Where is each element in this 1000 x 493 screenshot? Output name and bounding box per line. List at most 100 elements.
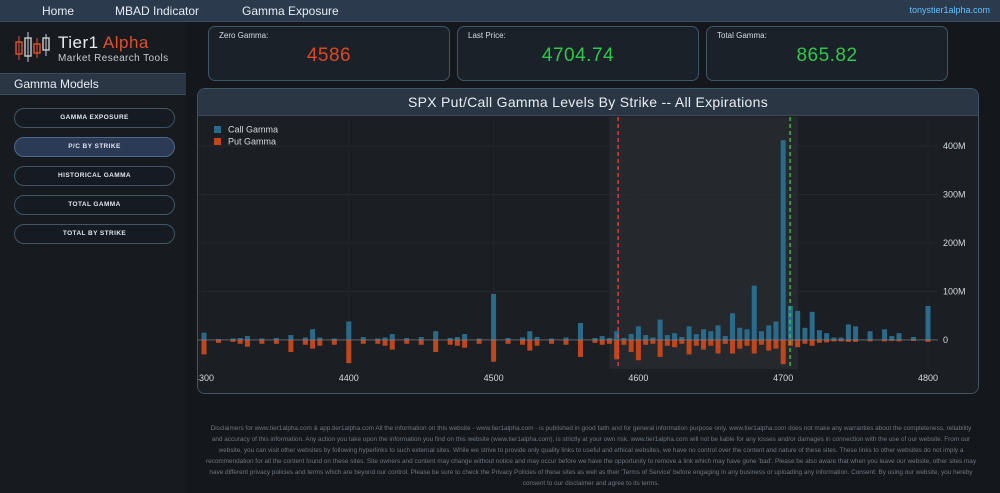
call-gamma-bar[interactable] (360, 337, 366, 340)
put-gamma-bar[interactable] (310, 339, 316, 349)
put-gamma-bar[interactable] (802, 339, 808, 344)
put-gamma-bar[interactable] (664, 339, 670, 346)
put-gamma-bar[interactable] (730, 339, 736, 354)
call-gamma-bar[interactable] (809, 311, 815, 340)
call-gamma-bar[interactable] (302, 337, 308, 340)
call-gamma-bar[interactable] (549, 338, 555, 340)
historical-gamma-button[interactable]: HISTORICAL GAMMA (14, 166, 175, 186)
call-gamma-bar[interactable] (650, 337, 656, 340)
put-gamma-bar[interactable] (751, 339, 757, 354)
put-gamma-bar[interactable] (418, 339, 424, 345)
put-gamma-bar[interactable] (686, 339, 692, 355)
put-gamma-bar[interactable] (462, 339, 468, 348)
call-gamma-bar[interactable] (454, 337, 460, 340)
put-gamma-bar[interactable] (824, 339, 830, 343)
put-gamma-bar[interactable] (288, 339, 294, 353)
call-gamma-bar[interactable] (215, 338, 221, 340)
call-gamma-bar[interactable] (816, 330, 822, 340)
put-gamma-bar[interactable] (853, 339, 859, 342)
nav-home-link[interactable]: Home (42, 4, 75, 18)
total-gamma-button[interactable]: TOTAL GAMMA (14, 195, 175, 215)
put-gamma-bar[interactable] (599, 339, 605, 345)
put-gamma-bar[interactable] (302, 339, 308, 345)
put-gamma-bar[interactable] (708, 339, 714, 346)
call-gamma-bar[interactable] (389, 334, 395, 340)
put-gamma-bar[interactable] (404, 339, 410, 344)
call-gamma-bar[interactable] (382, 337, 388, 340)
call-gamma-bar[interactable] (737, 327, 743, 340)
call-gamma-bar[interactable] (845, 324, 851, 340)
put-gamma-bar[interactable] (201, 339, 207, 355)
total-by-strike-button[interactable]: TOTAL BY STRIKE (14, 224, 175, 244)
call-gamma-bar[interactable] (621, 337, 627, 340)
put-gamma-bar[interactable] (911, 339, 917, 341)
put-gamma-bar[interactable] (867, 339, 873, 342)
put-gamma-bar[interactable] (346, 339, 352, 364)
call-gamma-bar[interactable] (780, 140, 786, 340)
call-gamma-bar[interactable] (505, 337, 511, 340)
put-gamma-bar[interactable] (657, 339, 663, 357)
call-gamma-bar[interactable] (838, 337, 844, 340)
put-gamma-bar[interactable] (744, 339, 750, 346)
call-gamma-bar[interactable] (701, 329, 707, 340)
put-gamma-bar[interactable] (317, 339, 323, 346)
call-gamma-bar[interactable] (527, 331, 533, 340)
call-gamma-bar[interactable] (404, 337, 410, 340)
call-gamma-bar[interactable] (925, 306, 931, 340)
put-gamma-bar[interactable] (693, 339, 699, 346)
put-gamma-bar[interactable] (672, 339, 678, 348)
put-gamma-bar[interactable] (534, 339, 540, 346)
call-gamma-bar[interactable] (288, 335, 294, 340)
logo[interactable]: Tier1 Alpha Market Research Tools (14, 30, 184, 66)
user-account-link[interactable]: tonystier1alpha.com (909, 5, 990, 15)
call-gamma-bar[interactable] (563, 337, 569, 340)
gamma-exposure-button[interactable]: GAMMA EXPOSURE (14, 108, 175, 128)
call-gamma-bar[interactable] (614, 331, 620, 340)
call-gamma-bar[interactable] (882, 329, 888, 340)
call-gamma-bar[interactable] (244, 336, 250, 340)
put-gamma-bar[interactable] (925, 339, 931, 342)
put-gamma-bar[interactable] (259, 339, 265, 344)
put-gamma-bar[interactable] (237, 339, 243, 344)
put-gamma-bar[interactable] (273, 339, 279, 344)
call-gamma-bar[interactable] (730, 313, 736, 340)
put-gamma-bar[interactable] (780, 339, 786, 365)
put-gamma-bar[interactable] (621, 339, 627, 345)
put-gamma-bar[interactable] (766, 339, 772, 351)
call-gamma-bar[interactable] (230, 338, 236, 340)
call-gamma-bar[interactable] (693, 334, 699, 340)
call-gamma-bar[interactable] (853, 326, 859, 340)
call-gamma-bar[interactable] (672, 333, 678, 340)
call-gamma-bar[interactable] (751, 285, 757, 340)
call-gamma-bar[interactable] (831, 337, 837, 340)
call-gamma-bar[interactable] (758, 331, 764, 340)
call-gamma-bar[interactable] (896, 333, 902, 340)
nav-mbad-indicator-link[interactable]: MBAD Indicator (115, 4, 200, 18)
call-gamma-bar[interactable] (664, 335, 670, 340)
put-gamma-bar[interactable] (454, 339, 460, 346)
call-gamma-bar[interactable] (599, 336, 605, 340)
put-gamma-bar[interactable] (491, 339, 497, 362)
call-gamma-bar[interactable] (273, 337, 279, 340)
put-gamma-bar[interactable] (505, 339, 511, 344)
put-gamma-bar[interactable] (635, 339, 641, 361)
put-gamma-bar[interactable] (845, 339, 851, 342)
call-gamma-bar[interactable] (708, 331, 714, 340)
legend-put-label[interactable]: Put Gamma (228, 137, 276, 147)
call-gamma-bar[interactable] (606, 337, 612, 340)
call-gamma-bar[interactable] (744, 329, 750, 340)
call-gamma-bar[interactable] (577, 322, 583, 340)
put-gamma-bar[interactable] (715, 339, 721, 354)
call-gamma-bar[interactable] (911, 337, 917, 340)
call-gamma-bar[interactable] (643, 335, 649, 340)
put-gamma-bar[interactable] (563, 339, 569, 345)
call-gamma-bar[interactable] (802, 327, 808, 340)
call-gamma-bar[interactable] (867, 331, 873, 340)
put-gamma-bar[interactable] (882, 339, 888, 342)
put-gamma-bar[interactable] (375, 339, 381, 344)
put-gamma-bar[interactable] (809, 339, 815, 346)
put-gamma-bar[interactable] (433, 339, 439, 353)
put-gamma-bar[interactable] (628, 339, 634, 353)
call-gamma-bar[interactable] (773, 321, 779, 340)
put-gamma-bar[interactable] (447, 339, 453, 345)
